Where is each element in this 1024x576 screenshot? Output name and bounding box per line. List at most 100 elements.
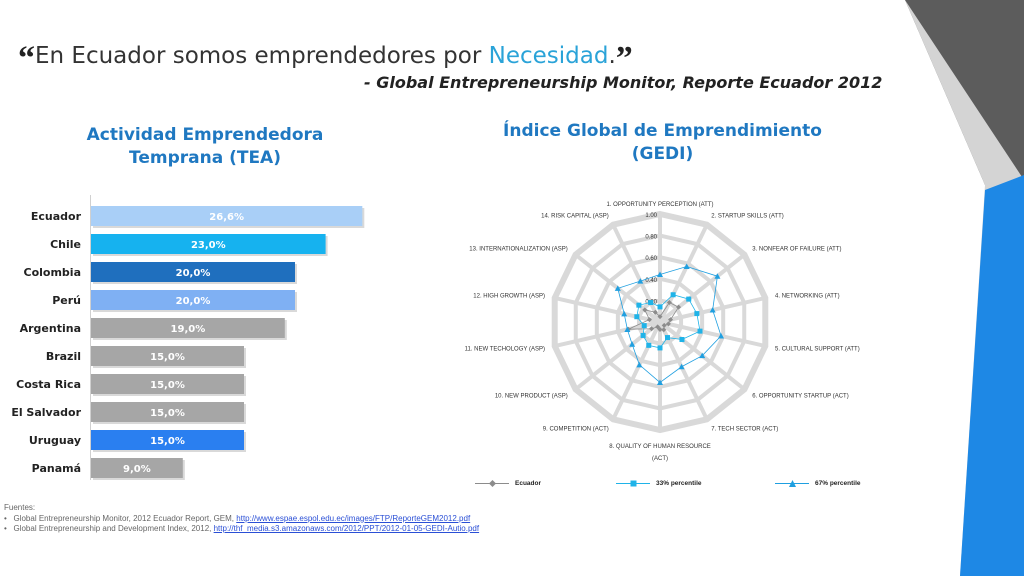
sources-footer: Fuentes: • Global Entrepreneurship Monit…	[4, 503, 479, 535]
bar-perú	[91, 290, 295, 310]
legend-67-percentile: 67% percentile	[775, 480, 861, 487]
radar-axis-label: 14. RISK CAPITAL (ASP)	[541, 214, 609, 220]
radar-spoke	[611, 223, 662, 323]
radar-point	[640, 332, 646, 338]
bar-data-label: 9,0%	[123, 464, 151, 475]
bar-category-label: Ecuador	[31, 210, 82, 223]
radar-axis-label: 3. NONFEAR OF FAILURE (ATT)	[752, 246, 841, 252]
bar-category-label: Chile	[50, 238, 81, 251]
radar-axis-label: 11. NEW TECHOLOGY (ASP)	[465, 346, 545, 352]
radar-spoke	[574, 320, 662, 391]
radar-point	[665, 321, 671, 327]
radar-point	[683, 263, 690, 270]
radar-chart-title: Índice Global de Emprendimiento (GEDI)	[503, 121, 822, 164]
bar-data-label: 15,0%	[150, 436, 185, 447]
bar-data-label: 26,6%	[209, 212, 244, 223]
radar-point	[646, 342, 652, 348]
radar-point	[661, 327, 667, 333]
source-text: Global Entrepreneurship Monitor, 2012 Ec…	[13, 513, 237, 523]
bar-uruguay	[91, 430, 244, 450]
radar-point	[714, 273, 721, 279]
radar-point	[642, 307, 648, 313]
radar-spoke	[611, 321, 662, 421]
source-text: Global Entrepreneurship and Development …	[13, 524, 214, 533]
tea-bar-chart: Ecuador 26,6% Chile 23,0% Colombia 20,0% Perú 2…	[11, 195, 365, 480]
gedi-radar-chart: 0.200.400.600.801.001. OPPORTUNITY PERCE…	[465, 202, 860, 462]
radar-point	[657, 314, 663, 320]
quote-text: En Ecuador somos emprendedores por	[35, 43, 489, 69]
bar-data-label: 15,0%	[150, 380, 185, 391]
radar-axis-label: 6. OPPORTUNITY STARTUP (ACT)	[752, 394, 848, 400]
triangle-marker-icon	[789, 480, 796, 487]
radar-point	[699, 352, 706, 359]
radar-point	[655, 324, 661, 330]
bar-category-label: Colombia	[24, 266, 82, 279]
radar-point	[709, 306, 716, 313]
bar-category-label: Costa Rica	[16, 378, 81, 391]
legend-33-percentile: 33% percentile	[616, 480, 702, 487]
quote-highlight: Necesidad	[488, 43, 609, 69]
radar-axis-label: 13. INTERNATIONALIZATION (ASP)	[469, 246, 567, 252]
legend-label: 67% percentile	[815, 480, 861, 487]
radar-point	[664, 335, 670, 341]
radar-axis-label: 4. NETWORKING (ATT)	[775, 294, 840, 300]
radar-tick-label: 0.80	[645, 235, 657, 241]
legend-label: 33% percentile	[656, 480, 702, 487]
source-link-gedi[interactable]: http://thf_media.s3.amazonaws.com/2012/P…	[213, 524, 480, 533]
legend-label: Ecuador	[515, 480, 542, 487]
radar-point	[679, 337, 685, 343]
bar-data-label: 19,0%	[171, 324, 206, 335]
bar-category-label: Argentina	[20, 322, 81, 335]
bar-chart-title: Actividad Emprendedora Temprana (TEA)	[86, 125, 324, 168]
open-quote-mark: “	[18, 40, 35, 77]
legend-ecuador: Ecuador	[475, 480, 541, 487]
corner-blue-band	[960, 175, 1024, 576]
radar-point	[634, 314, 640, 320]
bar-category-label: Brazil	[46, 350, 81, 363]
radar-point	[648, 300, 654, 306]
radar-point	[678, 363, 685, 370]
bar-data-label: 20,0%	[176, 268, 211, 279]
radar-axis-label: 2. STARTUP SKILLS (ATT)	[711, 214, 784, 220]
close-quote-mark: ”	[615, 40, 633, 77]
bar-brazil	[91, 346, 244, 366]
bar-category-label: Perú	[52, 294, 81, 307]
radar-spoke	[659, 320, 766, 348]
radar-point	[637, 278, 644, 284]
radar-axis-label: 12. HIGH GROWTH (ASP)	[473, 294, 545, 300]
bar-el-salvador	[91, 402, 244, 422]
bar-category-label: Uruguay	[29, 434, 81, 447]
bar-costa-rica	[91, 374, 244, 394]
headline-quote: “En Ecuador somos emprendedores por Nece…	[18, 40, 633, 78]
bar-argentina	[91, 318, 285, 338]
bar-data-label: 23,0%	[191, 240, 226, 251]
radar-spoke	[554, 296, 661, 324]
radar-spoke	[658, 223, 709, 323]
radar-axis-label: 9. COMPETITION (ACT)	[543, 426, 609, 432]
radar-axis-label: 8. QUALITY OF HUMAN RESOURCE (ACT)	[609, 444, 711, 462]
radar-point	[624, 326, 631, 332]
quote-end: .	[608, 43, 616, 69]
diamond-marker-icon	[489, 480, 496, 487]
bar-colombia	[91, 262, 295, 282]
radar-point	[668, 317, 674, 323]
radar-spoke	[658, 253, 746, 324]
radar-point	[718, 332, 725, 339]
radar-point	[657, 271, 663, 277]
radar-point	[676, 304, 682, 310]
radar-point	[646, 317, 652, 323]
radar-point	[614, 285, 621, 291]
radar-point	[636, 302, 642, 308]
radar-point	[641, 323, 647, 329]
bar-category-label: El Salvador	[11, 406, 81, 419]
radar-point	[636, 361, 643, 368]
radar-axis-label: 10. NEW PRODUCT (ASP)	[495, 394, 568, 400]
bar-chile	[91, 234, 326, 254]
source-link-gem[interactable]: http://www.espae.espol.edu.ec/images/FTP…	[236, 513, 471, 523]
radar-axis-label: 5. CULTURAL SUPPORT (ATT)	[775, 346, 860, 352]
bar-category-label: Panamá	[32, 462, 81, 475]
radar-point	[694, 311, 700, 317]
radar-point	[621, 310, 628, 317]
radar-point	[670, 292, 676, 298]
radar-point	[657, 345, 663, 351]
